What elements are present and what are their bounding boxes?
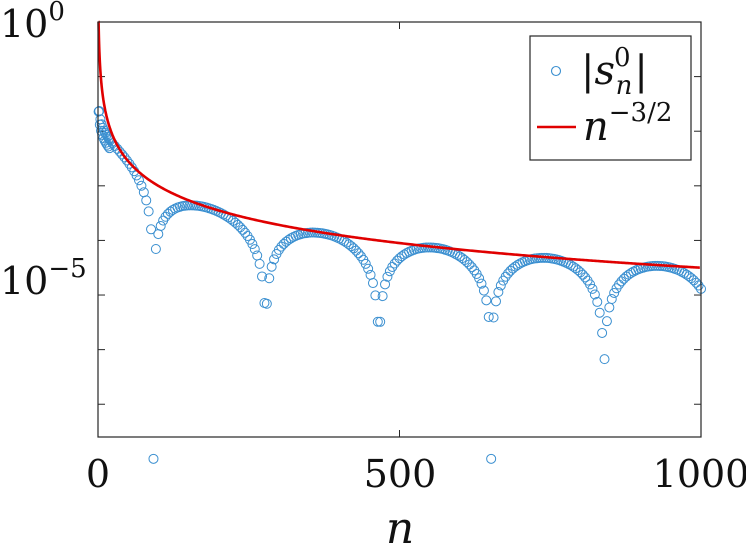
- scatter-point: [592, 296, 603, 307]
- scatter-point: [273, 244, 284, 255]
- x-tick-label-500: 500: [364, 452, 437, 496]
- scatter-point: [254, 258, 265, 269]
- scatter-point: [490, 296, 501, 307]
- scatter-point: [377, 291, 388, 302]
- scatter-point: [136, 180, 147, 191]
- plot-frame: [97, 21, 702, 438]
- scatter-point: [476, 278, 487, 289]
- scatter-point: [363, 263, 374, 274]
- scatter-point: [355, 251, 366, 262]
- scatter-point: [597, 327, 608, 338]
- scatter-point: [510, 261, 521, 272]
- scatter-point: [247, 239, 258, 249]
- scatter-point: [117, 149, 128, 160]
- scatter-point: [594, 307, 605, 318]
- scatter-point: [404, 246, 415, 257]
- scatter-point: [483, 311, 494, 322]
- x-tick-label-1000: 1000: [653, 452, 746, 496]
- scatter-point: [623, 269, 634, 280]
- legend-label-scatter: |s0 n|: [581, 43, 648, 101]
- scatter-point: [237, 224, 248, 235]
- scatter-point: [599, 354, 610, 365]
- scatter-point: [679, 268, 690, 279]
- scatter-point: [580, 272, 591, 283]
- scatter-point: [609, 287, 620, 298]
- legend-box: [529, 35, 692, 161]
- y-tick-label-1e0: 100: [0, 0, 65, 46]
- scatter-point: [601, 316, 612, 327]
- scatter-point: [693, 280, 704, 291]
- scatter-point: [474, 273, 485, 284]
- scatter-point: [124, 158, 135, 169]
- scatter-point: [493, 287, 504, 298]
- legend-label-line: n−3/2: [583, 98, 672, 150]
- scatter-point: [382, 271, 393, 282]
- scatter-point: [488, 312, 499, 323]
- scatter-point: [249, 244, 260, 255]
- scatter-point: [396, 251, 407, 262]
- scatter-point: [150, 244, 161, 255]
- scatter-point: [587, 283, 598, 294]
- scatter-point: [380, 279, 391, 290]
- scatter-point: [353, 248, 364, 259]
- scatter-point: [589, 289, 600, 300]
- scatter-point: [240, 227, 251, 238]
- scatter-point: [577, 269, 588, 280]
- scatter-point: [360, 258, 371, 269]
- scatter-point: [148, 453, 159, 464]
- scatter-point: [464, 259, 475, 270]
- scatter-point: [387, 261, 398, 272]
- scatter-point: [515, 258, 526, 269]
- legend-marker-scatter: [550, 65, 562, 77]
- scatter-point: [141, 195, 152, 206]
- scatter-point: [606, 294, 617, 305]
- scatter-point: [500, 271, 511, 282]
- scatter-point: [264, 273, 275, 284]
- scatter-point: [261, 298, 272, 309]
- scatter-point: [481, 295, 492, 306]
- scatter-point: [466, 262, 477, 273]
- x-axis-label: n: [386, 503, 414, 551]
- scatter-point: [266, 261, 277, 272]
- power-law-line: [97, 20, 700, 269]
- scatter-point: [101, 130, 112, 141]
- scatter-point: [288, 231, 299, 242]
- scatter-point: [94, 106, 105, 117]
- scatter-point: [167, 204, 178, 215]
- scatter-point: [257, 271, 268, 282]
- scatter-point: [628, 266, 639, 277]
- scatter-point: [565, 260, 576, 271]
- scatter-point: [370, 290, 381, 301]
- x-tick-label-0: 0: [86, 452, 110, 496]
- scatter-point: [104, 143, 115, 154]
- scatter-point: [305, 227, 316, 238]
- scatter-point: [134, 175, 144, 186]
- scatter-point: [121, 155, 132, 166]
- scatter-point: [495, 280, 506, 291]
- scatter-point: [143, 206, 154, 217]
- y-tick-label-1e-5: 10−5: [0, 254, 87, 303]
- scatter-point: [401, 248, 412, 259]
- scatter-point: [478, 285, 489, 296]
- scatter-point: [372, 316, 383, 327]
- scatter-point: [146, 224, 157, 235]
- legend: |s0 n| n−3/2: [529, 35, 692, 161]
- scatter-point: [119, 152, 130, 163]
- scatter-point: [375, 316, 386, 327]
- scatter-point: [269, 254, 280, 265]
- scatter-point: [486, 453, 497, 464]
- scatter-point: [155, 220, 166, 231]
- scatter-point: [367, 278, 378, 289]
